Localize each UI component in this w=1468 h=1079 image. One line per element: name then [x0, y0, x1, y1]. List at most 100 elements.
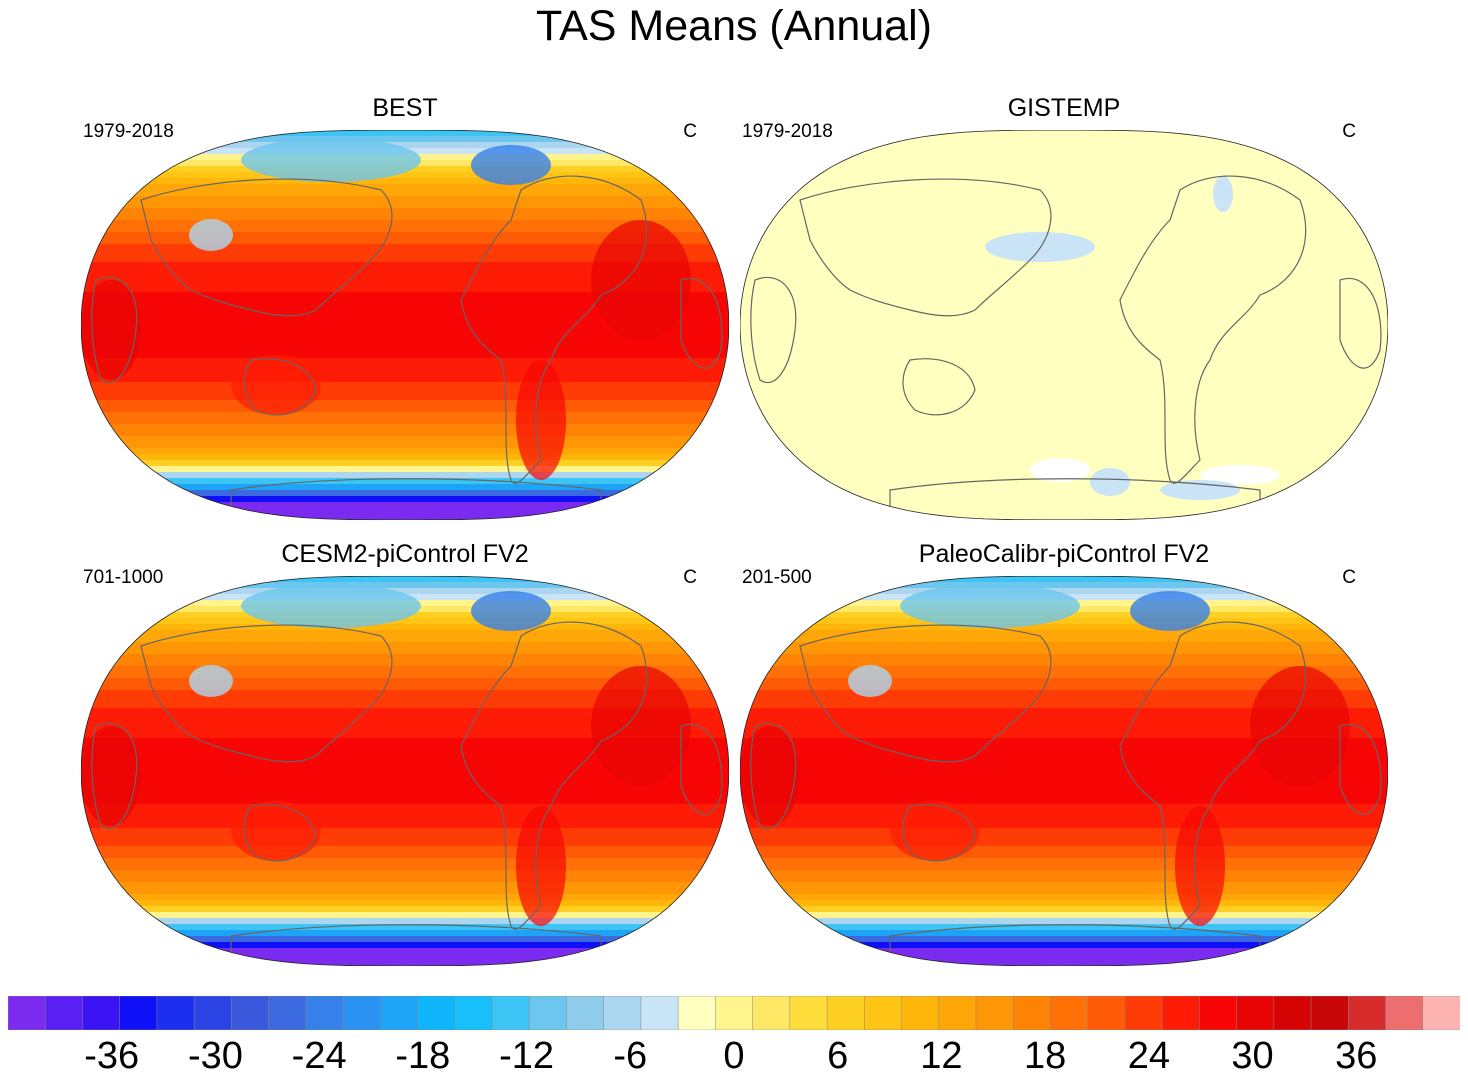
field-band	[740, 882, 1388, 889]
map-cesm2	[81, 576, 729, 966]
field-band	[740, 726, 1388, 733]
field-fill	[740, 130, 1388, 520]
field-warm-patch	[81, 726, 141, 826]
field-cold-patch	[900, 584, 1080, 628]
field-band	[81, 816, 729, 823]
field-band	[81, 442, 729, 449]
field-band	[81, 900, 729, 907]
field-band	[740, 672, 1388, 679]
field-band	[81, 202, 729, 209]
field-band	[81, 672, 729, 679]
field-band	[81, 582, 729, 589]
field-band	[740, 702, 1388, 709]
colorbar-box	[305, 996, 344, 1030]
colorbar-box	[1087, 996, 1126, 1030]
field-band	[81, 960, 729, 966]
panel-title: CESM2-piControl FV2	[281, 540, 529, 568]
colorbar-tick-label: 0	[723, 1035, 745, 1077]
field-band	[81, 466, 729, 473]
field-cold-patch	[848, 665, 892, 697]
field-band	[740, 732, 1388, 739]
field-band	[81, 484, 729, 491]
colorbar-box	[677, 996, 717, 1030]
field-band	[81, 834, 729, 841]
field-band	[81, 708, 729, 715]
field-warm-patch	[231, 801, 321, 861]
field-band	[81, 870, 729, 877]
field-warm-patch	[81, 280, 141, 380]
field-band	[740, 768, 1388, 775]
field-band	[81, 298, 729, 305]
field-band	[81, 424, 729, 431]
field-band	[81, 412, 729, 419]
field-warm-patch	[231, 355, 321, 415]
field-band	[740, 738, 1388, 745]
field-band	[81, 250, 729, 257]
field-band	[81, 786, 729, 793]
colorbar-box	[193, 996, 233, 1030]
colorbar-tick-label: -18	[395, 1035, 451, 1077]
field-band	[81, 502, 729, 509]
colorbar-box	[1124, 996, 1163, 1030]
colorbar-tick-label: -24	[291, 1035, 347, 1077]
colorbar-box	[640, 996, 679, 1030]
field-band	[740, 816, 1388, 823]
field-anomaly	[1030, 458, 1090, 482]
field-band	[81, 460, 729, 467]
field-band	[740, 780, 1388, 787]
field-band	[81, 346, 729, 353]
map-panel-gistemp: GISTEMP 1979-2018 C	[740, 94, 1388, 520]
coastline	[799, 178, 1052, 317]
field-band	[81, 822, 729, 829]
field-band	[81, 942, 729, 949]
field-band	[81, 388, 729, 395]
field-band	[81, 678, 729, 685]
colorbar-box	[491, 996, 530, 1030]
field-band	[81, 316, 729, 323]
field-band	[740, 864, 1388, 871]
field-warm-patch	[1175, 806, 1225, 926]
field-band	[740, 822, 1388, 829]
field-band	[81, 684, 729, 691]
field-band	[81, 936, 729, 943]
coastline	[889, 478, 1261, 520]
field-band	[81, 268, 729, 275]
field-band	[740, 630, 1388, 637]
field-band	[81, 726, 729, 733]
map-field	[81, 130, 729, 520]
field-band	[740, 936, 1388, 943]
field-band	[740, 792, 1388, 799]
field-band	[740, 876, 1388, 883]
field-band	[740, 714, 1388, 721]
field-band	[81, 304, 729, 311]
field-band	[740, 810, 1388, 817]
field-band	[81, 864, 729, 871]
field-band	[740, 750, 1388, 757]
field-band	[740, 636, 1388, 643]
field-band	[740, 798, 1388, 805]
field-band	[81, 912, 729, 919]
field-band	[81, 130, 729, 137]
field-band	[81, 588, 729, 595]
coastline	[230, 924, 602, 966]
field-band	[81, 514, 729, 520]
field-band	[81, 328, 729, 335]
field-band	[81, 756, 729, 763]
field-warm-patch	[516, 360, 566, 480]
colorbar-box	[1199, 996, 1238, 1030]
field-band	[740, 666, 1388, 673]
field-cold-patch	[241, 138, 421, 182]
colorbar-box	[826, 996, 865, 1030]
map-boundary	[81, 130, 729, 520]
field-band	[81, 322, 729, 329]
field-band	[81, 828, 729, 835]
field-band	[81, 136, 729, 143]
field-band	[740, 912, 1388, 919]
field-warm-patch	[1250, 666, 1350, 786]
field-band	[81, 364, 729, 371]
field-band	[81, 768, 729, 775]
colorbar-box	[1236, 996, 1275, 1030]
panel-period: 1979-2018	[742, 121, 833, 142]
field-band	[740, 696, 1388, 703]
colorbar-box	[1273, 996, 1312, 1030]
